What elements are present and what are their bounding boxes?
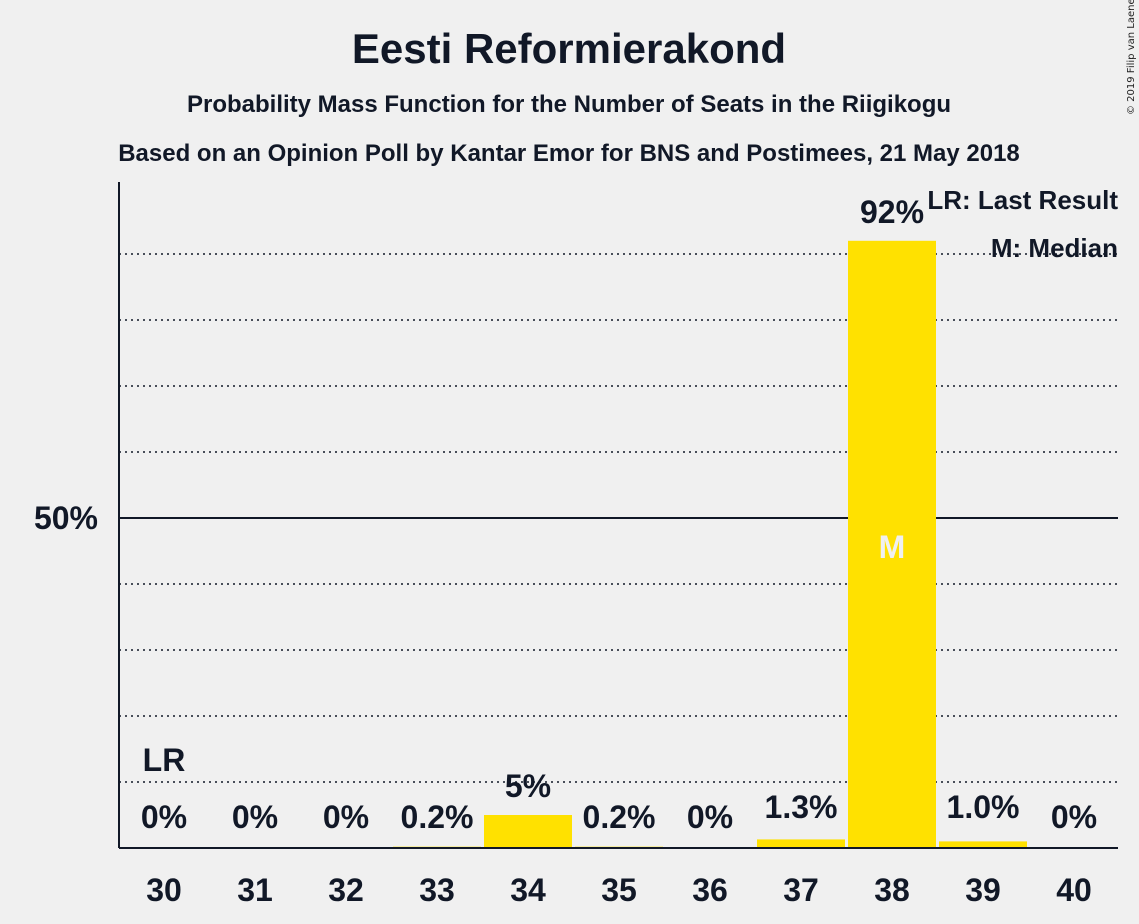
y-tick-label: 50% xyxy=(34,500,98,536)
data-label-39: 1.0% xyxy=(947,789,1020,825)
data-label-30: 0% xyxy=(141,799,187,835)
bars xyxy=(393,240,1027,849)
data-label-34: 5% xyxy=(505,768,551,804)
last-result-marker: LR xyxy=(143,742,186,778)
x-tick-label-38: 38 xyxy=(874,872,910,908)
x-tick-label-36: 36 xyxy=(692,872,728,908)
x-tick-label-35: 35 xyxy=(601,872,637,908)
gridlines xyxy=(119,253,1118,783)
x-tick-label-39: 39 xyxy=(965,872,1001,908)
bar-37 xyxy=(757,839,845,848)
data-label-32: 0% xyxy=(323,799,369,835)
chart-subtitle: Probability Mass Function for the Number… xyxy=(187,91,951,118)
chart-source-subtitle: Based on an Opinion Poll by Kantar Emor … xyxy=(118,140,1020,167)
x-tick-label-32: 32 xyxy=(328,872,364,908)
data-label-37: 1.3% xyxy=(765,789,838,825)
median-marker: M xyxy=(879,529,906,565)
bar-34 xyxy=(484,815,572,848)
data-label-35: 0.2% xyxy=(583,799,656,835)
legend-entry-median: M: Median xyxy=(991,233,1118,263)
x-tick-label-33: 33 xyxy=(419,872,455,908)
x-tick-label-37: 37 xyxy=(783,872,819,908)
legend-entry-last-result: LR: Last Result xyxy=(927,185,1118,215)
data-label-38: 92% xyxy=(860,194,924,230)
copyright-notice: © 2019 Filip van Laenen xyxy=(1126,0,1137,115)
chart-title: Eesti Reformierakond xyxy=(352,25,786,72)
bar-38 xyxy=(848,240,936,849)
x-tick-label-30: 30 xyxy=(146,872,182,908)
bar-39 xyxy=(939,841,1027,848)
x-tick-label-34: 34 xyxy=(510,872,546,908)
axes xyxy=(118,182,1118,849)
data-label-40: 0% xyxy=(1051,799,1097,835)
labels: 50% 30 31 32 33 34 35 36 37 38 39 40 0% 0% 0% 0.2% 5% 0.2… xyxy=(34,194,1097,908)
data-label-33: 0.2% xyxy=(401,799,474,835)
legend: LR: Last Result M: Median xyxy=(927,185,1118,263)
data-label-36: 0% xyxy=(687,799,733,835)
data-label-31: 0% xyxy=(232,799,278,835)
x-tick-label-40: 40 xyxy=(1056,872,1092,908)
x-tick-label-31: 31 xyxy=(237,872,273,908)
